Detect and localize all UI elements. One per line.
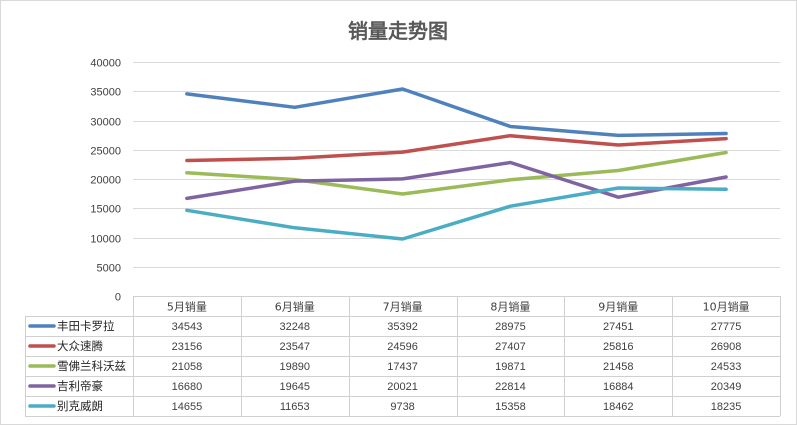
series-line xyxy=(185,160,728,201)
gridlines xyxy=(133,62,780,268)
y-tick-label: 20000 xyxy=(90,175,121,187)
series-line xyxy=(185,133,728,163)
series-line xyxy=(185,150,728,196)
data-cell: 25816 xyxy=(603,341,634,353)
series-name: 丰田卡罗拉 xyxy=(57,319,115,333)
data-cell: 11653 xyxy=(280,401,310,413)
category-label: 10月销量 xyxy=(703,300,750,314)
data-cell: 17437 xyxy=(387,361,418,373)
y-tick-label: 10000 xyxy=(90,234,121,246)
data-cell: 34543 xyxy=(172,321,203,333)
series-name: 雪佛兰科沃兹 xyxy=(57,359,126,373)
series-name: 大众速腾 xyxy=(57,339,103,353)
data-cell: 23547 xyxy=(279,341,310,353)
category-label: 5月销量 xyxy=(167,300,207,314)
category-label: 6月销量 xyxy=(275,300,315,314)
data-cell: 16884 xyxy=(603,381,634,393)
y-tick-label: 25000 xyxy=(90,146,121,158)
data-cell: 21458 xyxy=(603,361,634,373)
data-cell: 24533 xyxy=(711,361,742,373)
y-axis-tick-labels: 0 5000 10000 15000 20000 25000 30000 35000 40000 xyxy=(90,58,121,304)
series-line xyxy=(185,87,728,138)
data-cell: 20349 xyxy=(711,381,742,393)
y-tick-label: 15000 xyxy=(90,204,121,216)
data-cell: 26908 xyxy=(711,341,742,353)
data-cell: 19890 xyxy=(279,361,310,373)
data-cell: 28975 xyxy=(495,321,526,333)
data-cell: 15358 xyxy=(495,401,526,413)
data-cell: 27407 xyxy=(495,341,526,353)
data-cell: 27451 xyxy=(603,321,634,333)
series-name: 吉利帝豪 xyxy=(57,379,103,393)
data-cell: 20021 xyxy=(387,381,418,393)
y-tick-label: 5000 xyxy=(97,263,121,275)
data-cell: 32248 xyxy=(279,321,310,333)
y-tick-label: 40000 xyxy=(90,58,121,70)
category-label: 9月销量 xyxy=(598,300,638,314)
data-cell: 16680 xyxy=(172,381,203,393)
series-name: 别克威朗 xyxy=(57,399,103,413)
data-cell: 18462 xyxy=(603,401,634,413)
y-tick-label: 0 xyxy=(115,292,121,304)
data-cell: 35392 xyxy=(387,321,418,333)
data-cell: 22814 xyxy=(495,381,526,393)
data-cell: 19645 xyxy=(279,381,310,393)
data-cell: 23156 xyxy=(172,341,203,353)
category-label: 8月销量 xyxy=(490,300,530,314)
category-label: 7月销量 xyxy=(383,300,423,314)
y-tick-label: 35000 xyxy=(90,87,121,99)
chart-title: 销量走势图 xyxy=(348,19,448,43)
series-lines xyxy=(185,87,728,241)
data-cell: 21058 xyxy=(172,361,203,373)
data-cell: 27775 xyxy=(711,321,742,333)
y-tick-label: 30000 xyxy=(90,117,121,129)
data-cell: 18235 xyxy=(711,401,742,413)
data-cell: 9738 xyxy=(390,401,414,413)
data-cell: 14655 xyxy=(172,401,203,413)
series-line xyxy=(185,186,728,241)
data-cell: 19871 xyxy=(495,361,526,373)
data-cell: 24596 xyxy=(387,341,418,353)
